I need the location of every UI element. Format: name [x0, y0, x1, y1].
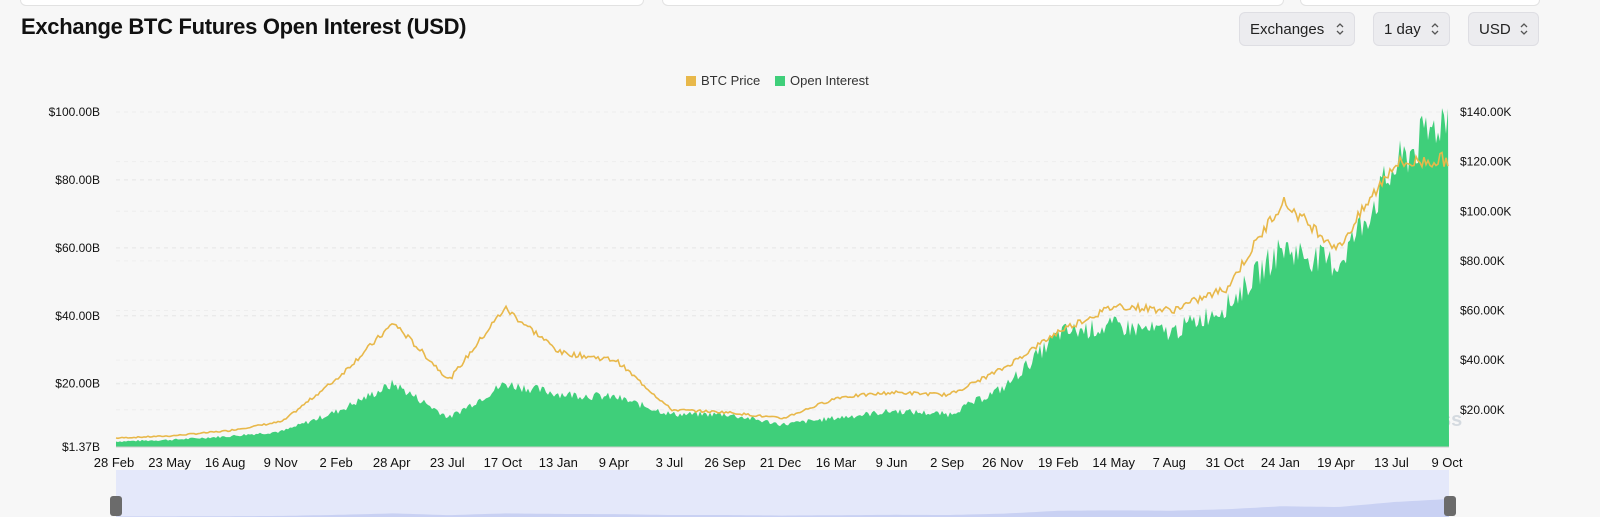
x-tick-label: 24 Jan: [1261, 455, 1300, 470]
x-tick-label: 31 Oct: [1206, 455, 1245, 470]
x-tick-label: 17 Oct: [484, 455, 523, 470]
open-interest-chart[interactable]: BTC Price Open Interest $1.37B $20.00B $40.0…: [0, 60, 1600, 517]
y-right-tick-label: $80.00K: [1460, 254, 1505, 268]
x-tick-label: 9 Oct: [1431, 455, 1462, 470]
y-left-tick-label: $60.00B: [55, 241, 100, 255]
x-tick-label: 7 Aug: [1153, 455, 1186, 470]
y-right-tick-label: $140.00K: [1460, 105, 1511, 119]
x-tick-label: 26 Sep: [704, 455, 745, 470]
x-tick-label: 14 May: [1092, 455, 1135, 470]
y-left-tick-label: $40.00B: [55, 309, 100, 323]
x-tick-label: 13 Jan: [539, 455, 578, 470]
y-right-tick-label: $120.00K: [1460, 155, 1511, 169]
updown-chevron-icon: [1336, 23, 1344, 35]
exchanges-select-label: Exchanges: [1250, 20, 1325, 38]
y-right-tick-label: $40.00K: [1460, 353, 1505, 367]
x-tick-label: 13 Jul: [1374, 455, 1409, 470]
legend-label: Open Interest: [790, 73, 869, 88]
exchanges-select[interactable]: Exchanges: [1239, 12, 1355, 46]
x-tick-label: 21 Dec: [760, 455, 802, 470]
x-tick-label: 16 Aug: [205, 455, 246, 470]
interval-select-label: 1 day: [1384, 20, 1421, 38]
updown-chevron-icon: [1431, 23, 1439, 35]
legend-swatch: [686, 76, 696, 86]
top-card-left: [20, 0, 644, 6]
y-left-tick-label: $100.00B: [49, 105, 100, 119]
x-tick-label: 9 Nov: [264, 455, 298, 470]
interval-select[interactable]: 1 day: [1373, 12, 1450, 46]
x-tick-label: 26 Nov: [982, 455, 1024, 470]
y-right-tick-label: $100.00K: [1460, 204, 1511, 218]
top-card-middle: [662, 0, 1284, 6]
currency-select-label: USD: [1479, 20, 1511, 38]
range-navigator-area: [116, 499, 1449, 517]
x-tick-label: 28 Apr: [373, 455, 411, 470]
x-tick-label: 28 Feb: [94, 455, 134, 470]
top-card-right: [1300, 0, 1540, 6]
updown-chevron-icon: [1520, 23, 1528, 35]
y-right-tick-label: $60.00K: [1460, 304, 1505, 318]
x-tick-label: 9 Apr: [599, 455, 630, 470]
x-tick-label: 19 Feb: [1038, 455, 1078, 470]
legend-swatch: [775, 76, 785, 86]
x-tick-label: 2 Sep: [930, 455, 964, 470]
x-tick-label: 16 Mar: [816, 455, 857, 470]
range-handle-right-icon[interactable]: [1444, 496, 1456, 516]
y-right-tick-label: $20.00K: [1460, 403, 1505, 417]
y-left-tick-label: $80.00B: [55, 173, 100, 187]
legend-label: BTC Price: [701, 73, 760, 88]
currency-select[interactable]: USD: [1468, 12, 1539, 46]
x-tick-label: 2 Feb: [320, 455, 353, 470]
page-title: Exchange BTC Futures Open Interest (USD): [21, 14, 467, 39]
btc-price-line: [115, 151, 1449, 440]
open-interest-area: [116, 108, 1449, 447]
range-handle-left-icon[interactable]: [110, 496, 122, 516]
y-left-tick-label: $1.37B: [62, 440, 100, 454]
x-tick-label: 3 Jul: [656, 455, 684, 470]
y-left-tick-label: $20.00B: [55, 377, 100, 391]
x-tick-label: 23 May: [148, 455, 191, 470]
x-tick-label: 19 Apr: [1317, 455, 1355, 470]
x-tick-label: 9 Jun: [876, 455, 908, 470]
range-navigator: [116, 470, 1449, 517]
x-tick-label: 23 Jul: [430, 455, 465, 470]
